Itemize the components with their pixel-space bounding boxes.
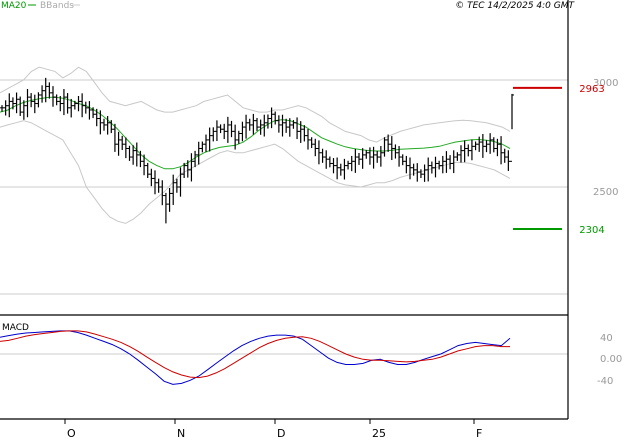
macd-line <box>0 330 511 385</box>
source-timestamp: © TEC 14/2/2025 4:0 GMT <box>455 1 575 11</box>
macd-lines <box>0 330 511 385</box>
x-axis: O N D 25 F <box>64 419 482 440</box>
level-label: 2304 <box>579 225 604 236</box>
price-panel: 3000 2500 2963 2304 <box>0 66 618 295</box>
level-2304: 2304 <box>513 225 605 236</box>
signal-line <box>0 330 510 379</box>
macd-tick-40: 40 <box>600 333 613 344</box>
macd-tick-0: 0.00 <box>600 354 622 365</box>
price-bars <box>0 77 514 224</box>
macd-tick-minus-40: -40 <box>597 376 613 387</box>
price-bar <box>510 93 514 162</box>
x-tick-label: 25 <box>372 427 386 440</box>
x-tick-label: D <box>277 427 285 440</box>
level-2963: 2963 <box>513 84 605 95</box>
y-tick-2500: 2500 <box>593 187 618 198</box>
x-tick-label: F <box>476 427 482 440</box>
price-levels: 2963 2304 <box>513 84 605 236</box>
x-tick-label: N <box>177 427 185 440</box>
macd-panel: MACD 40 0.00 -40 <box>0 323 622 387</box>
ma20-legend: MA20 <box>1 1 27 11</box>
bband-upper-line <box>0 66 511 143</box>
y-tick-3000: 3000 <box>593 78 618 89</box>
level-label: 2963 <box>579 84 604 95</box>
x-tick-label: O <box>67 427 76 440</box>
bbands-legend: BBands <box>40 1 74 11</box>
macd-label: MACD <box>2 323 29 333</box>
